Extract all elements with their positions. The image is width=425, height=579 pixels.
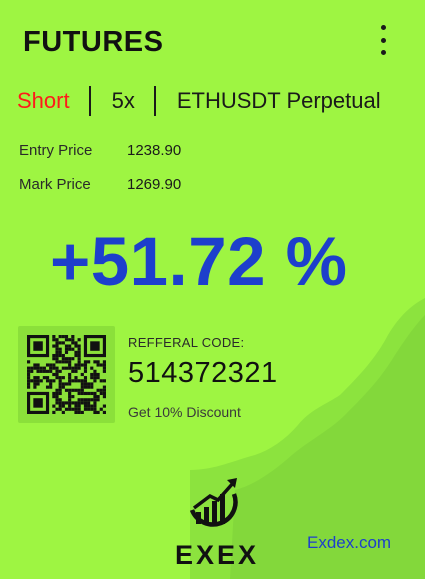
trading-pair: ETHUSDT Perpetual xyxy=(176,88,381,113)
entry-price-label: Entry Price xyxy=(19,142,93,159)
qr-code-icon xyxy=(18,326,115,423)
position-summary: Short 5x ETHUSDT Perpetual xyxy=(17,84,381,118)
page-title: FUTURES xyxy=(23,26,164,58)
mark-price-label: Mark Price xyxy=(19,176,91,193)
referral-label: REFFERAL CODE: xyxy=(128,335,245,350)
pnl-percentage: +51.72 % xyxy=(50,223,348,300)
mark-price-row: Mark Price 1269.90 xyxy=(19,176,181,193)
entry-price-row: Entry Price 1238.90 xyxy=(19,142,181,159)
leverage: 5x xyxy=(111,88,135,113)
website-link[interactable]: Exdex.com xyxy=(307,533,392,552)
discount-text: Get 10% Discount xyxy=(128,404,241,420)
mark-price-value: 1269.90 xyxy=(127,176,182,193)
brand-name: EXEX xyxy=(174,540,260,570)
exdex-logo-icon xyxy=(189,478,238,527)
entry-price-value: 1238.90 xyxy=(127,142,182,159)
divider xyxy=(88,86,91,116)
position-side: Short xyxy=(17,88,70,113)
more-vertical-icon[interactable] xyxy=(374,25,392,55)
referral-code: 514372321 xyxy=(128,357,278,389)
divider xyxy=(153,86,156,116)
